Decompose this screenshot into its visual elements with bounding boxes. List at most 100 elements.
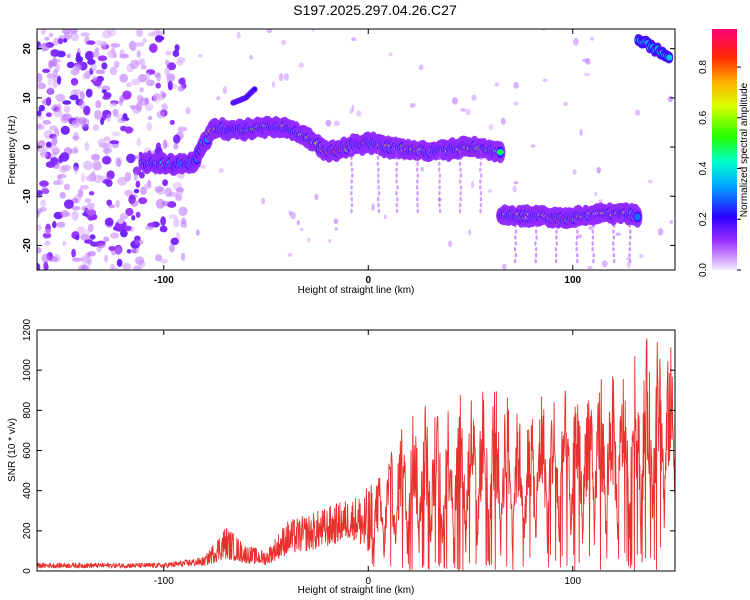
spectrogram-cell — [395, 173, 398, 178]
spectrogram-cell — [314, 193, 319, 201]
spectrogram-cell — [513, 181, 519, 185]
colorbar-tick-label: 0.6 — [698, 110, 709, 124]
spectrogram-cell — [350, 155, 353, 161]
spectrogram-cell — [133, 171, 138, 181]
spectrogram-cell — [465, 108, 471, 116]
spectrogram-cell — [85, 88, 93, 98]
spectrogram-cell — [97, 175, 108, 181]
spectrogram-cell — [159, 225, 168, 233]
spectrogram-cell — [66, 61, 75, 69]
spectrogram-cell — [87, 59, 96, 66]
spectrogram-cell — [377, 202, 380, 208]
spectrogram-cell — [43, 228, 52, 235]
spectrogram-cell — [42, 68, 51, 73]
spectrogram-cell — [377, 173, 380, 178]
spectrogram-cell — [37, 73, 43, 83]
spectrogram-cell — [59, 165, 68, 174]
spectrogram-cell — [126, 249, 132, 254]
spectrogram-cell — [333, 218, 339, 225]
spectrogram-cell — [152, 93, 161, 100]
spectrogram-cell — [613, 258, 616, 264]
spectrogram-cell — [200, 164, 206, 169]
spectrogram-cell — [459, 173, 463, 178]
spectrogram-cell — [480, 155, 483, 161]
spectrogram-cell — [438, 155, 441, 161]
spectrogram-cell — [153, 72, 161, 78]
spectrogram-cells — [37, 29, 674, 270]
spectrogram-cell — [48, 256, 58, 262]
spectrogram-cell — [109, 140, 120, 145]
spectrogram-cell — [124, 189, 134, 197]
spectrogram-cell — [350, 208, 353, 214]
spectrogram-cell — [165, 59, 170, 66]
spectrogram-cell — [135, 29, 144, 38]
spectrogram-cell — [377, 179, 380, 184]
y-tick-label: -20 — [22, 238, 33, 253]
spectrogram-cell — [135, 180, 141, 188]
spectrogram-cell — [61, 29, 71, 35]
spectrogram-cell — [52, 180, 61, 186]
spectrogram-cell — [480, 173, 483, 178]
spectrogram-cell — [479, 197, 483, 202]
spectrogram-cell — [395, 202, 398, 208]
spectrogram-cell — [115, 199, 120, 208]
spectrogram-cell — [395, 208, 399, 214]
spectrogram-cell — [83, 105, 91, 116]
spectrogram-cell — [278, 73, 284, 82]
spectrogram-cell — [126, 82, 132, 87]
spectrogram-cell — [612, 223, 616, 228]
spectrogram-cell — [79, 185, 89, 190]
spectrogram-cell — [49, 145, 58, 153]
spectrogram-cell — [92, 124, 100, 131]
spectrogram-cell — [592, 253, 595, 258]
spectrogram-cell — [592, 223, 595, 228]
spectrogram-cell — [45, 161, 56, 168]
spectrogram-cell — [572, 169, 577, 175]
spectrogram-cell — [479, 149, 482, 155]
spectrogram-cell — [448, 240, 453, 248]
spectrogram-cell — [132, 265, 142, 270]
spectrogram-cell — [111, 131, 121, 137]
spectrogram-cell — [458, 208, 462, 214]
spectrogram-cell — [176, 187, 185, 193]
spectrogram-cell — [590, 36, 594, 41]
spectrogram-cell — [62, 38, 68, 43]
spectrogram-cell — [131, 214, 136, 221]
colorbar-tick-label: 0.0 — [698, 263, 709, 277]
spectrogram-cell — [178, 206, 188, 217]
spectrogram-cell — [598, 199, 603, 203]
spectrogram-cell — [216, 96, 221, 101]
spectrogram-cell — [176, 59, 184, 66]
spectrogram-cell — [51, 58, 62, 63]
spectrogram-cell — [512, 185, 517, 193]
spectrogram-cell — [86, 202, 95, 209]
spectrogram-cell — [124, 225, 132, 232]
spectrogram-cell — [288, 210, 292, 216]
spectrogram-cell — [576, 253, 579, 258]
spectrogram-cell — [122, 113, 128, 120]
spectrogram-cell — [56, 174, 62, 181]
spectrogram-cell — [573, 37, 579, 46]
spectrogram-cell — [563, 101, 568, 106]
spectrogram-cell — [535, 253, 538, 258]
spectrogram-cell — [135, 42, 145, 47]
spectrogram-cell — [147, 32, 157, 37]
spectrogram-cell — [154, 185, 164, 193]
spectrogram-cell — [377, 191, 381, 196]
spectrogram-cell — [59, 152, 70, 162]
spectrogram-cell — [530, 144, 536, 148]
spectrogram-cell — [628, 223, 631, 228]
spectrogram-cell — [579, 128, 583, 136]
spectrogram-cell — [555, 235, 558, 240]
spectrogram-cell — [117, 176, 127, 186]
colorbar-ticks: 0.0 0.2 0.4 0.6 0.8 — [698, 60, 741, 277]
spectrogram-cell — [594, 191, 598, 197]
spectrogram-cell — [129, 104, 136, 110]
spectrogram-cell — [500, 117, 506, 125]
spectrogram-cell — [666, 54, 673, 61]
spectrogram-cell — [395, 179, 398, 184]
spectrogram-cell — [296, 219, 300, 226]
spectrogram-cell — [350, 185, 353, 190]
spectrogram-cell — [181, 217, 186, 225]
spectrogram-cell — [71, 197, 79, 204]
